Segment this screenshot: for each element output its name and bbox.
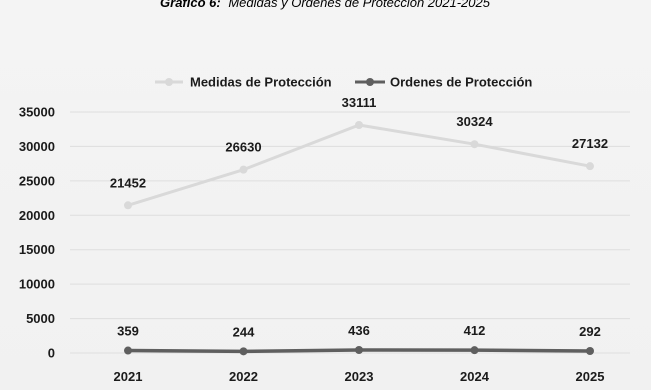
legend-marker (366, 78, 374, 86)
data-point (239, 165, 248, 174)
data-label: 244 (233, 324, 255, 339)
y-tick-label: 20000 (19, 208, 55, 223)
data-label: 33111 (342, 95, 377, 110)
x-tick-label: 2023 (345, 369, 374, 384)
data-point (239, 347, 248, 356)
legend: Medidas de Protección Ordenes de Protecci… (155, 75, 532, 90)
data-point (355, 345, 363, 354)
x-axis: 2021 2022 2023 2024 2025 (114, 369, 605, 384)
series-1: 359 244 436 412 292 (117, 323, 601, 356)
data-point (586, 162, 594, 171)
data-label: 359 (117, 324, 139, 339)
y-axis: 0 5000 10000 15000 20000 25000 30000 35000 (19, 105, 55, 361)
data-point (124, 346, 132, 355)
y-tick-label: 35000 (19, 105, 55, 120)
x-tick-label: 2024 (460, 369, 490, 384)
data-label: 21452 (110, 175, 146, 190)
gridlines (70, 111, 630, 354)
chart-title-prefix: Gráfico 6: (160, 0, 221, 10)
data-label: 27132 (572, 136, 608, 151)
legend-item-0: Medidas de Protección (155, 75, 332, 90)
data-point (470, 140, 479, 149)
y-tick-label: 0 (48, 346, 55, 361)
data-label: 26630 (225, 140, 261, 155)
data-point (355, 121, 363, 130)
data-label: 292 (579, 324, 601, 339)
data-label: 436 (348, 323, 370, 338)
chart-title-text: Medidas y Órdenes de Protección 2021-202… (228, 0, 490, 10)
data-label: 30324 (456, 114, 493, 129)
legend-label: Medidas de Protección (190, 75, 332, 90)
y-tick-label: 25000 (19, 173, 55, 188)
data-point (124, 201, 132, 210)
y-tick-label: 10000 (19, 277, 55, 292)
x-tick-label: 2022 (229, 369, 258, 384)
y-tick-label: 5000 (26, 311, 55, 326)
series-0: 21452 26630 33111 30324 27132 (110, 95, 608, 210)
data-point (586, 346, 594, 355)
x-tick-label: 2025 (576, 369, 605, 384)
legend-label: Ordenes de Protección (390, 75, 532, 90)
data-point (470, 346, 479, 355)
series-layer: 21452 26630 33111 30324 27132 359 244 436 412 292 (110, 95, 608, 356)
y-tick-label: 30000 (19, 139, 55, 154)
series-line-0 (127, 123, 591, 207)
y-tick-label: 15000 (19, 242, 55, 257)
chart-title: Gráfico 6: Medidas y Órdenes de Protecci… (160, 0, 491, 10)
x-tick-label: 2021 (114, 369, 143, 384)
legend-marker (165, 78, 173, 86)
legend-item-1: Ordenes de Protección (355, 75, 532, 90)
data-label: 412 (464, 323, 486, 338)
